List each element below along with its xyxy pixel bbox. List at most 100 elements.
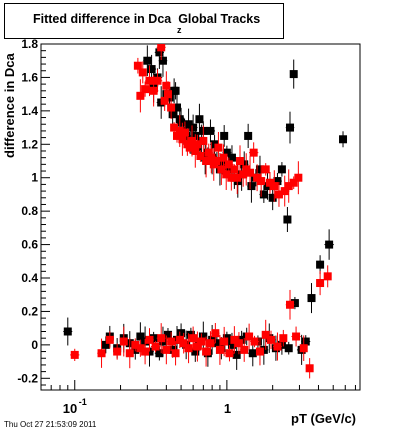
black-data-point [283,215,292,224]
black-data-point [218,160,227,169]
black-data-point [212,339,221,348]
y-tick-label: 0.2 [21,304,38,318]
y-tick-label: 1.8 [21,37,38,51]
black-data-point [289,70,298,79]
red-data-point [212,157,221,166]
black-data-point [316,260,325,269]
red-data-point [222,170,231,179]
red-data-point [305,364,314,373]
red-data-point [316,279,325,288]
red-data-point [119,337,128,346]
black-data-point [232,350,241,359]
black-data-point [301,337,310,346]
red-data-point [163,90,172,99]
black-data-point [273,177,282,186]
black-data-point [101,340,110,349]
red-data-point [219,153,228,162]
red-data-point [246,168,255,177]
red-data-point [206,339,215,348]
black-data-point [177,329,186,338]
black-data-point [168,110,177,119]
red-data-point [141,85,150,94]
red-data-point [131,340,140,349]
red-data-point [225,349,234,358]
black-data-point [136,332,145,341]
red-data-point [113,347,122,356]
red-data-point [157,334,166,343]
black-data-point [284,344,293,353]
red-data-point [289,178,298,187]
red-data-point [202,157,211,166]
black-data-point [191,347,200,356]
red-data-point [261,330,270,339]
red-data-point [193,342,202,351]
y-tick-label: 1.6 [21,70,38,84]
black-data-point [255,165,264,174]
red-data-point [138,68,147,77]
y-tick-label: 1.2 [21,137,38,151]
red-data-point [233,173,242,182]
black-data-point [155,48,164,57]
black-data-point [195,115,204,124]
x-tick-label-exponent: -1 [79,397,87,407]
y-axis-label: difference in Dca [2,53,17,158]
red-data-point [180,128,189,137]
black-data-point [277,340,286,349]
black-data-point [63,327,72,336]
red-data-point [239,170,248,179]
black-data-point [143,56,152,65]
black-data-point [163,330,172,339]
red-data-point [175,126,184,135]
red-data-point [145,76,154,85]
red-data-point [267,335,276,344]
red-data-point [105,335,114,344]
red-data-point [167,337,176,346]
red-data-point [214,143,223,152]
red-data-point [217,165,226,174]
red-data-point [250,337,259,346]
black-data-point [184,120,193,129]
red-data-point [133,61,142,70]
red-data-point [97,349,106,358]
red-data-point [284,182,293,191]
red-data-point [230,165,239,174]
red-data-point [211,329,220,338]
black-data-point [227,340,236,349]
red-data-point [145,335,154,344]
red-data-point [199,136,208,145]
red-data-point [323,272,332,281]
red-data-point [280,187,289,196]
red-data-point [273,342,282,351]
black-data-point [339,135,348,144]
red-data-point [185,143,194,152]
red-data-point [234,339,243,348]
red-data-point [188,136,197,145]
red-data-point [172,131,181,140]
y-tick-label: 0 [31,338,38,352]
red-data-point [286,300,295,309]
red-data-point [224,160,233,169]
red-data-point [193,140,202,149]
black-data-point [240,160,249,169]
red-data-point [157,44,166,52]
red-data-point [255,347,264,356]
x-tick-label: 1 [224,401,231,416]
red-data-point [136,344,145,353]
black-data-point [220,131,229,140]
red-data-point [270,182,279,191]
black-data-point [247,182,256,191]
red-data-point [125,349,134,358]
red-data-point [179,339,188,348]
red-data-point [230,335,239,344]
red-data-point [294,173,303,182]
black-data-point [268,193,277,202]
red-data-point [261,165,270,174]
title-box: Fitted difference in Dca Global Tracks z [4,3,284,39]
red-data-point [240,345,249,354]
black-data-point [206,126,215,135]
red-data-point [191,146,200,155]
red-data-point [202,347,211,356]
black-data-point [325,240,334,249]
red-data-point [227,173,236,182]
